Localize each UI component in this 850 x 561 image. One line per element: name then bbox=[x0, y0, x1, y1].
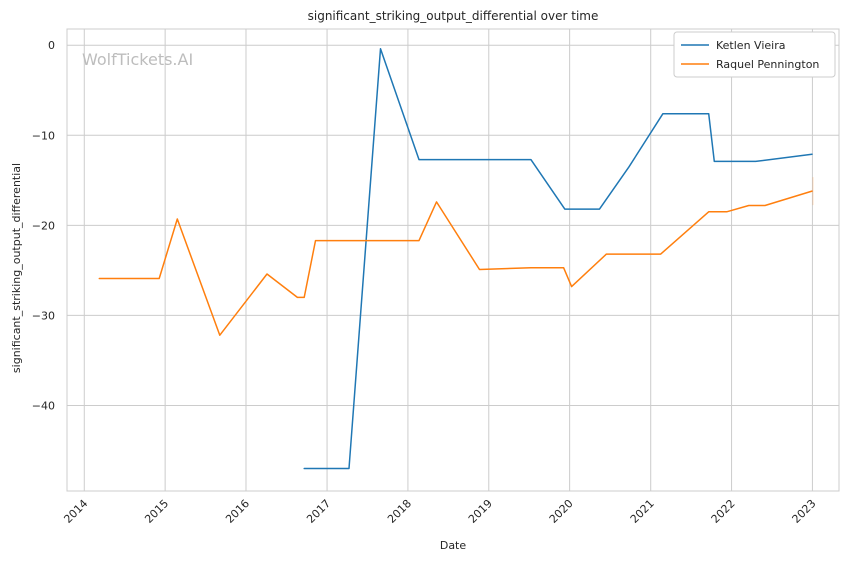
y-tick-label: −10 bbox=[32, 129, 55, 142]
series-line-raquel-pennington bbox=[98, 190, 813, 336]
watermark-text: WolfTickets.AI bbox=[82, 50, 193, 69]
y-axis-title: significant_striking_output_differential bbox=[10, 163, 23, 373]
legend-box bbox=[673, 31, 836, 78]
legend-label-ketlen-vieira: Ketlen Vieira bbox=[716, 39, 785, 52]
legend: Ketlen Vieira Raquel Pennington bbox=[673, 31, 836, 78]
y-tick-label: −30 bbox=[32, 309, 55, 322]
chart-title: significant_striking_output_differential… bbox=[308, 9, 599, 23]
plot-area-frame bbox=[66, 28, 840, 492]
series-layer bbox=[98, 48, 814, 470]
y-tick-label: 0 bbox=[48, 39, 55, 52]
x-axis-ticks: 2014 2015 2016 2017 2018 2019 2020 2021 2022 2023 bbox=[61, 497, 818, 526]
y-axis-ticks: 0 −10 −20 −30 −40 bbox=[32, 39, 55, 412]
legend-label-raquel-pennington: Raquel Pennington bbox=[716, 58, 819, 71]
series-line-ketlen-vieira bbox=[303, 48, 813, 470]
x-axis-title: Date bbox=[440, 539, 467, 552]
y-tick-label: −20 bbox=[32, 219, 55, 232]
y-tick-label: −40 bbox=[32, 399, 55, 412]
grid-lines bbox=[67, 29, 839, 491]
